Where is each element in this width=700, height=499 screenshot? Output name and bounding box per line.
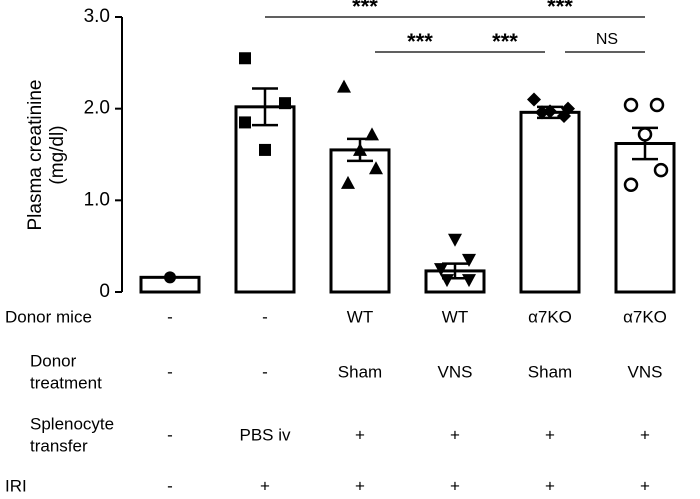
table-cell: + <box>640 425 650 444</box>
significance-label: *** <box>352 0 378 19</box>
table-cell: + <box>450 425 460 444</box>
table-cell: + <box>260 476 270 495</box>
table-cell: + <box>355 425 365 444</box>
table-cell: α7KO <box>528 307 572 326</box>
y-label-line: Plasma creatinine <box>25 79 46 230</box>
significance-label: *** <box>492 29 518 54</box>
table-cell: Sham <box>338 362 382 381</box>
point <box>623 97 639 113</box>
significance-label: NS <box>596 31 618 48</box>
y-tick-label: 0 <box>99 281 110 302</box>
y-label-line: (mg/dl) <box>47 125 68 184</box>
row-label: Donor mice <box>5 307 92 326</box>
point <box>557 109 571 123</box>
table-cell: + <box>545 476 555 495</box>
table-cell: α7KO <box>623 307 667 326</box>
point <box>341 175 355 189</box>
point <box>462 253 476 267</box>
table-cell: - <box>167 476 173 495</box>
table-cell: - <box>167 362 173 381</box>
table-cell: + <box>640 476 650 495</box>
point <box>353 142 367 156</box>
table-cell: - <box>262 362 268 381</box>
point <box>543 104 557 119</box>
point <box>649 97 665 113</box>
point <box>337 79 351 93</box>
table-cell: Sham <box>528 362 572 381</box>
point <box>440 274 454 288</box>
row-label: treatment <box>30 373 102 392</box>
point <box>434 263 448 277</box>
table-cell: + <box>450 476 460 495</box>
row-label: Donor <box>30 351 77 370</box>
y-tick-label: 2.0 <box>84 98 110 119</box>
table-cell: VNS <box>628 362 663 381</box>
point <box>535 105 549 120</box>
bar <box>234 105 296 294</box>
y-tick-label: 1.0 <box>84 189 110 210</box>
table-cell: + <box>355 476 365 495</box>
y-label: Plasma creatinine (mg/dl) <box>25 79 68 230</box>
row-label: transfer <box>30 436 88 455</box>
table-cell: - <box>167 425 173 444</box>
point <box>365 127 379 141</box>
table-cell: + <box>545 425 555 444</box>
row-label: IRI <box>5 476 27 495</box>
table-cell: VNS <box>438 362 473 381</box>
point <box>279 97 291 110</box>
bar <box>519 110 581 294</box>
table-cell: WT <box>442 307 468 326</box>
point <box>259 143 271 156</box>
row-label: Splenocyte <box>30 414 114 433</box>
significance-label: *** <box>547 0 573 19</box>
y-tick-label: 3.0 <box>84 6 110 27</box>
point <box>637 127 653 142</box>
point <box>462 274 476 288</box>
point <box>239 116 251 129</box>
table-cell: - <box>167 307 173 326</box>
point <box>527 92 541 107</box>
point <box>448 233 462 247</box>
point <box>623 177 639 192</box>
table-cell: WT <box>347 307 373 326</box>
point <box>239 52 251 65</box>
table-cell: - <box>262 307 268 326</box>
significance-label: *** <box>407 29 433 54</box>
point <box>164 271 176 284</box>
point <box>369 161 383 175</box>
table-cell: PBS iv <box>239 425 291 444</box>
point <box>653 162 669 178</box>
